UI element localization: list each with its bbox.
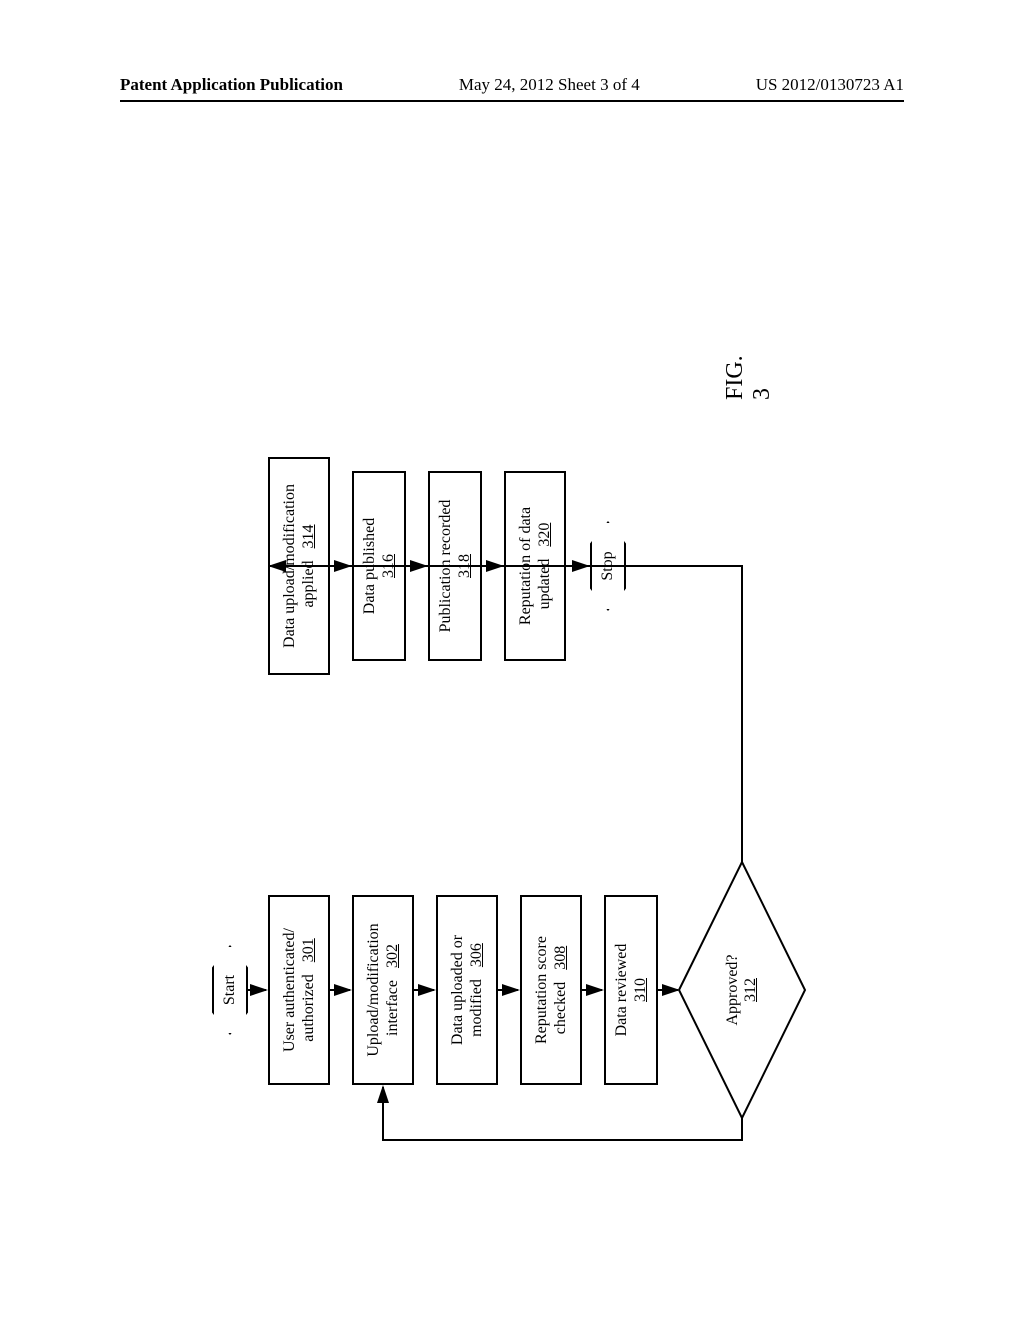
flowchart: Start User authenticated/ authorized 301… <box>0 0 1024 1320</box>
flow-arrows <box>162 160 912 1160</box>
figure-label: FIG. 3 <box>722 355 776 400</box>
